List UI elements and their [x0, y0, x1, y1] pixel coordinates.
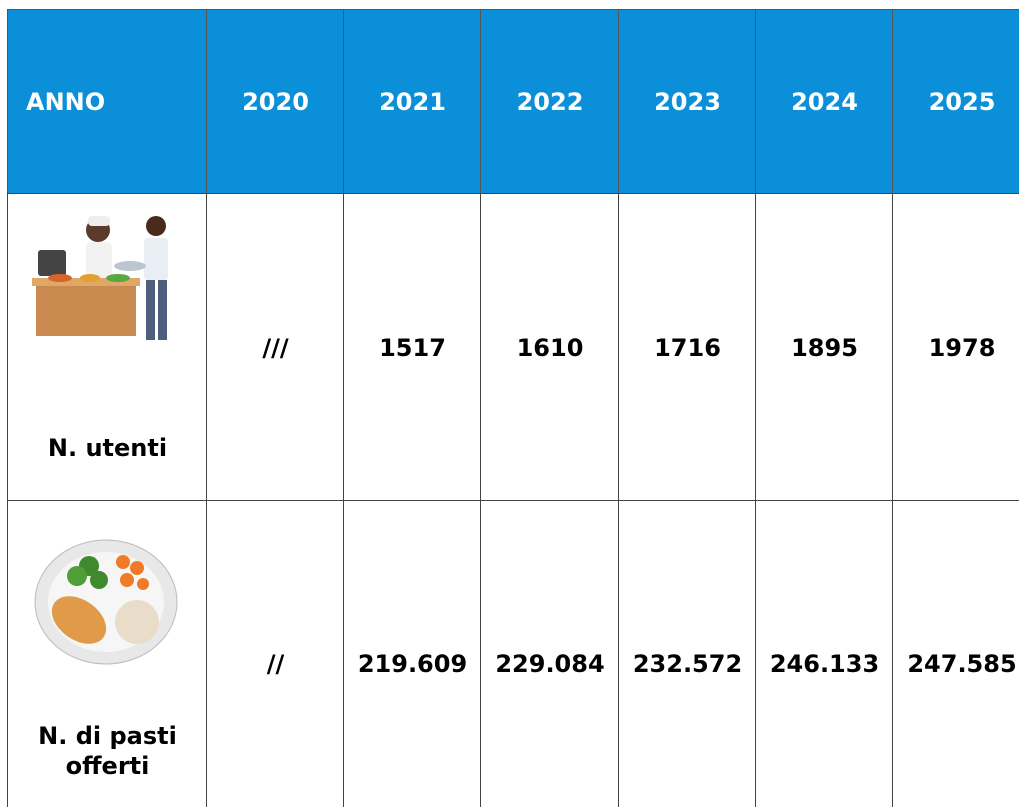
value-cell: 1716: [618, 193, 756, 501]
header-cell: 2020: [206, 9, 344, 194]
value-cell: 1978: [892, 193, 1019, 501]
value-cell: 1517: [343, 193, 481, 501]
value-cell: 229.084: [480, 500, 619, 807]
value-cell: 219.609: [343, 500, 481, 807]
value-cell: 247.585: [892, 500, 1019, 807]
value-cell: //: [206, 500, 344, 807]
plate-icon: [34, 539, 178, 665]
value-cell: 232.572: [618, 500, 756, 807]
header-cell: 2025: [892, 9, 1019, 194]
header-cell: 2022: [480, 9, 619, 194]
row-label: N. di pasti offerti: [7, 500, 207, 807]
header-cell: ANNO: [7, 9, 207, 194]
header-cell: 2021: [343, 9, 481, 194]
row-label: N. utenti: [7, 193, 207, 501]
value-cell: 1895: [755, 193, 893, 501]
header-cell: 2024: [755, 9, 893, 194]
cafeteria-icon: [32, 216, 168, 340]
value-cell: 1610: [480, 193, 619, 501]
value-cell: 246.133: [755, 500, 893, 807]
value-cell: ///: [206, 193, 344, 501]
header-cell: 2023: [618, 9, 756, 194]
